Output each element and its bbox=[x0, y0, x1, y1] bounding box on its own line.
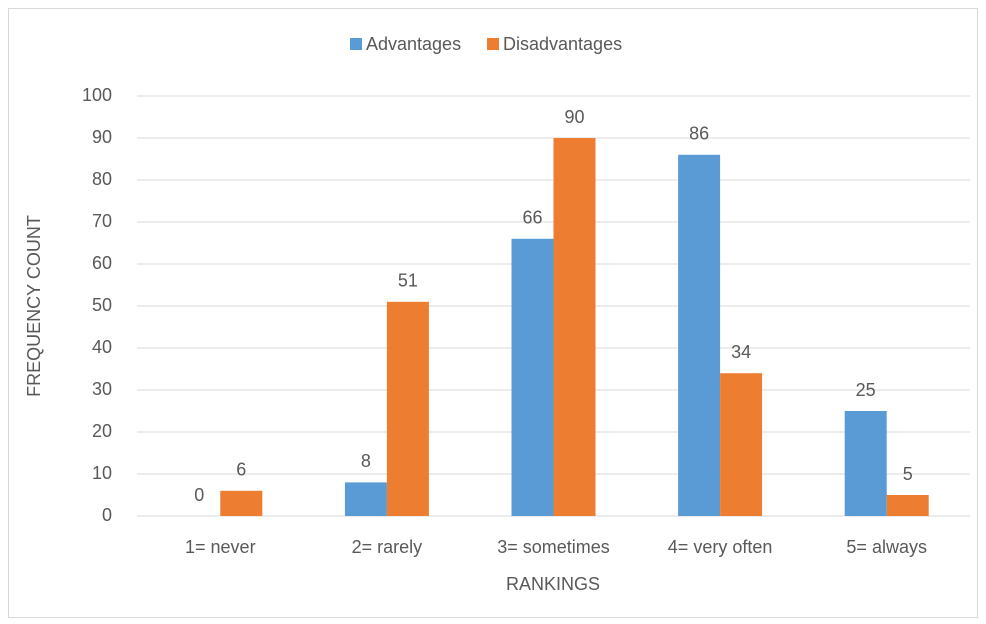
bar bbox=[844, 411, 887, 516]
bar bbox=[220, 490, 263, 516]
y-tick-label: 80 bbox=[92, 169, 112, 189]
bar bbox=[344, 482, 387, 516]
y-tick-label: 90 bbox=[92, 127, 112, 147]
data-label: 6 bbox=[236, 460, 246, 480]
legend-swatch bbox=[487, 38, 499, 50]
y-tick-label: 10 bbox=[92, 463, 112, 483]
x-tick-label: 1= never bbox=[185, 537, 256, 557]
bar bbox=[553, 138, 596, 516]
y-axis-label: FREQUENCY COUNT bbox=[24, 215, 44, 397]
legend-label: Advantages bbox=[366, 34, 461, 54]
data-label: 86 bbox=[689, 124, 709, 144]
bar bbox=[511, 238, 554, 517]
legend-swatch bbox=[350, 38, 362, 50]
data-label: 5 bbox=[903, 464, 913, 484]
x-tick-label: 5= always bbox=[846, 537, 927, 557]
bar bbox=[886, 495, 929, 516]
data-label: 90 bbox=[564, 107, 584, 127]
y-tick-label: 60 bbox=[92, 253, 112, 273]
data-label: 25 bbox=[856, 380, 876, 400]
bar bbox=[386, 301, 429, 516]
y-tick-label: 40 bbox=[92, 337, 112, 357]
y-tick-label: 100 bbox=[82, 85, 112, 105]
y-tick-label: 20 bbox=[92, 421, 112, 441]
x-tick-label: 4= very often bbox=[668, 537, 773, 557]
y-tick-label: 0 bbox=[102, 505, 112, 525]
data-label: 66 bbox=[522, 208, 542, 228]
y-tick-label: 30 bbox=[92, 379, 112, 399]
x-axis-label: RANKINGS bbox=[506, 574, 600, 594]
bar bbox=[678, 154, 721, 517]
y-tick-label: 50 bbox=[92, 295, 112, 315]
x-tick-label: 3= sometimes bbox=[497, 537, 610, 557]
x-tick-label: 2= rarely bbox=[352, 537, 423, 557]
legend-label: Disadvantages bbox=[503, 34, 622, 54]
data-label: 8 bbox=[361, 451, 371, 471]
data-label: 0 bbox=[194, 485, 204, 505]
y-tick-label: 70 bbox=[92, 211, 112, 231]
data-label: 34 bbox=[731, 342, 751, 362]
chart-border bbox=[8, 8, 978, 618]
data-label: 51 bbox=[398, 271, 418, 291]
bar bbox=[720, 373, 763, 516]
